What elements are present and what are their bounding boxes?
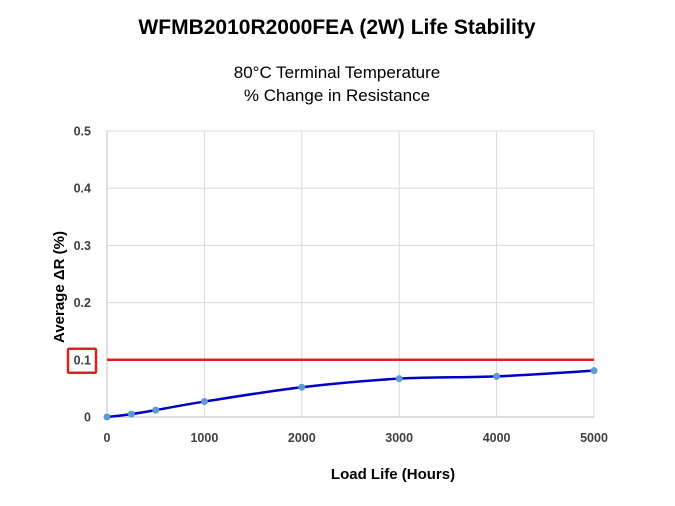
x-tick-label: 3000 bbox=[385, 431, 413, 445]
y-tick-label: 0.3 bbox=[74, 239, 91, 253]
y-tick-label: 0.2 bbox=[74, 296, 91, 310]
data-point bbox=[127, 410, 135, 418]
x-axis-label: Load Life (Hours) bbox=[331, 466, 455, 483]
y-tick-label: 0 bbox=[84, 411, 91, 425]
data-point bbox=[590, 367, 598, 375]
data-point bbox=[200, 398, 208, 406]
y-tick-label: 0.5 bbox=[74, 125, 91, 139]
data-point bbox=[103, 413, 111, 421]
data-point bbox=[298, 383, 306, 391]
data-point bbox=[395, 375, 403, 383]
series-line bbox=[105, 369, 596, 419]
axes bbox=[106, 131, 594, 418]
x-tick-label: 4000 bbox=[483, 431, 511, 445]
chart-title: WFMB2010R2000FEA (2W) Life Stability bbox=[138, 16, 535, 39]
chart-subtitle-line2: % Change in Resistance bbox=[244, 86, 430, 105]
y-tick-label: 0.4 bbox=[74, 182, 91, 196]
x-tick-label: 2000 bbox=[288, 431, 316, 445]
x-tick-label: 5000 bbox=[580, 431, 608, 445]
y-tick-labels: 0 0.1 0.2 0.3 0.4 0.5 bbox=[66, 125, 98, 425]
limit-tick-highlight-box bbox=[66, 347, 98, 375]
x-tick-label: 0 bbox=[104, 431, 111, 445]
chart-subtitle-line1: 80°C Terminal Temperature bbox=[234, 63, 441, 82]
data-point bbox=[152, 406, 160, 414]
data-point bbox=[493, 372, 501, 380]
x-tick-labels: 0 1000 2000 3000 4000 5000 bbox=[104, 431, 608, 445]
x-tick-label: 1000 bbox=[190, 431, 218, 445]
y-axis-label: Average ΔR (%) bbox=[51, 231, 68, 343]
y-tick-label: 0.1 bbox=[74, 353, 91, 367]
series-group bbox=[103, 367, 598, 421]
